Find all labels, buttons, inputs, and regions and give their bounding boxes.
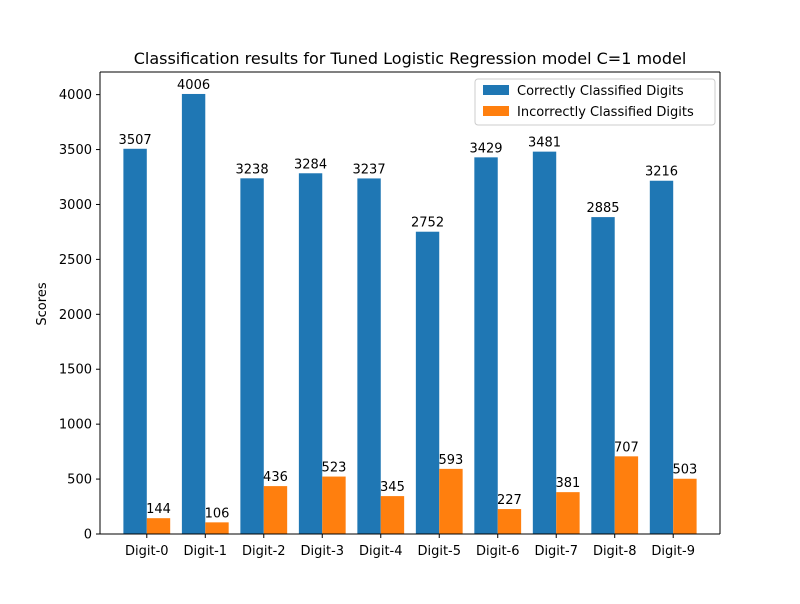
data-label: 227 <box>497 493 522 508</box>
chart-title: Classification results for Tuned Logisti… <box>134 49 687 68</box>
x-tick-label: Digit-2 <box>242 544 286 559</box>
x-tick-label: Digit-1 <box>184 544 228 559</box>
data-label: 106 <box>205 506 230 521</box>
legend-label: Correctly Classified Digits <box>517 84 684 99</box>
data-label: 3507 <box>119 133 152 148</box>
data-label: 4006 <box>177 78 210 93</box>
bar-incorrect-6 <box>497 509 522 534</box>
x-tick-label: Digit-3 <box>300 544 344 559</box>
bar-correct-3 <box>298 173 323 534</box>
y-tick-label: 2000 <box>59 308 92 323</box>
y-tick-label: 4000 <box>59 88 92 103</box>
legend: Correctly Classified Digits Incorrectly C… <box>474 78 716 126</box>
data-label: 593 <box>439 453 464 468</box>
data-label: 2885 <box>586 201 619 216</box>
bar-correct-0 <box>123 148 147 534</box>
y-tick-label: 1500 <box>59 363 92 378</box>
y-tick-label: 500 <box>67 473 92 488</box>
legend-swatch <box>483 85 509 95</box>
x-tick-label: Digit-0 <box>125 544 169 559</box>
x-tick-label: Digit-4 <box>359 544 403 559</box>
y-tick-label: 3500 <box>59 143 92 158</box>
data-label: 3429 <box>469 141 502 156</box>
bar-correct-7 <box>532 151 557 534</box>
bar-correct-9 <box>649 180 674 535</box>
bar-correct-5 <box>415 231 440 534</box>
data-label: 3216 <box>645 165 678 180</box>
bar-incorrect-3 <box>322 476 346 534</box>
x-tick-label: Digit-8 <box>593 544 637 559</box>
legend-label: Incorrectly Classified Digits <box>517 105 694 120</box>
x-tick-label: Digit-5 <box>417 544 461 559</box>
bar-correct-4 <box>357 178 381 535</box>
data-label: 3238 <box>236 162 269 177</box>
data-label: 3237 <box>353 162 386 177</box>
bar-correct-1 <box>181 93 206 534</box>
legend-box <box>474 78 716 126</box>
plot-area: 3507 4006 3238 3284 3237 2752 3429 3481 2885 3216… <box>119 78 697 535</box>
data-label: 144 <box>146 502 171 517</box>
data-label: 3284 <box>294 157 327 172</box>
y-tick-label: 0 <box>84 528 92 543</box>
data-label: 3481 <box>528 136 561 151</box>
data-label: 503 <box>672 463 697 478</box>
data-label: 2752 <box>411 216 444 231</box>
x-tick-label: Digit-7 <box>534 544 578 559</box>
bar-incorrect-2 <box>263 486 288 534</box>
bar-incorrect-1 <box>205 522 229 534</box>
bar-incorrect-9 <box>673 478 697 534</box>
data-label: 707 <box>614 440 639 455</box>
x-tick-label: Digit-6 <box>476 544 520 559</box>
y-tick-label: 2500 <box>59 253 92 268</box>
x-tick-label: Digit-9 <box>651 544 695 559</box>
bar-correct-2 <box>240 178 264 534</box>
data-label: 345 <box>380 480 405 495</box>
bar-incorrect-8 <box>614 456 639 534</box>
legend-swatch <box>483 106 509 116</box>
bar-incorrect-4 <box>380 496 405 534</box>
data-label: 381 <box>556 476 581 491</box>
data-label: 523 <box>322 461 347 476</box>
y-tick-label: 1000 <box>59 418 92 433</box>
y-tick-label: 3000 <box>59 198 92 213</box>
y-axis-label: Scores <box>35 282 50 325</box>
bar-incorrect-5 <box>439 468 463 534</box>
bar-correct-8 <box>591 217 615 534</box>
data-label: 436 <box>263 470 288 485</box>
axes: 0 500 1000 1500 2000 2500 3000 3500 4000 Digit-0 D… <box>59 71 721 559</box>
bar-incorrect-0 <box>146 518 171 534</box>
bar-correct-6 <box>474 157 498 534</box>
bar-incorrect-7 <box>556 492 580 534</box>
